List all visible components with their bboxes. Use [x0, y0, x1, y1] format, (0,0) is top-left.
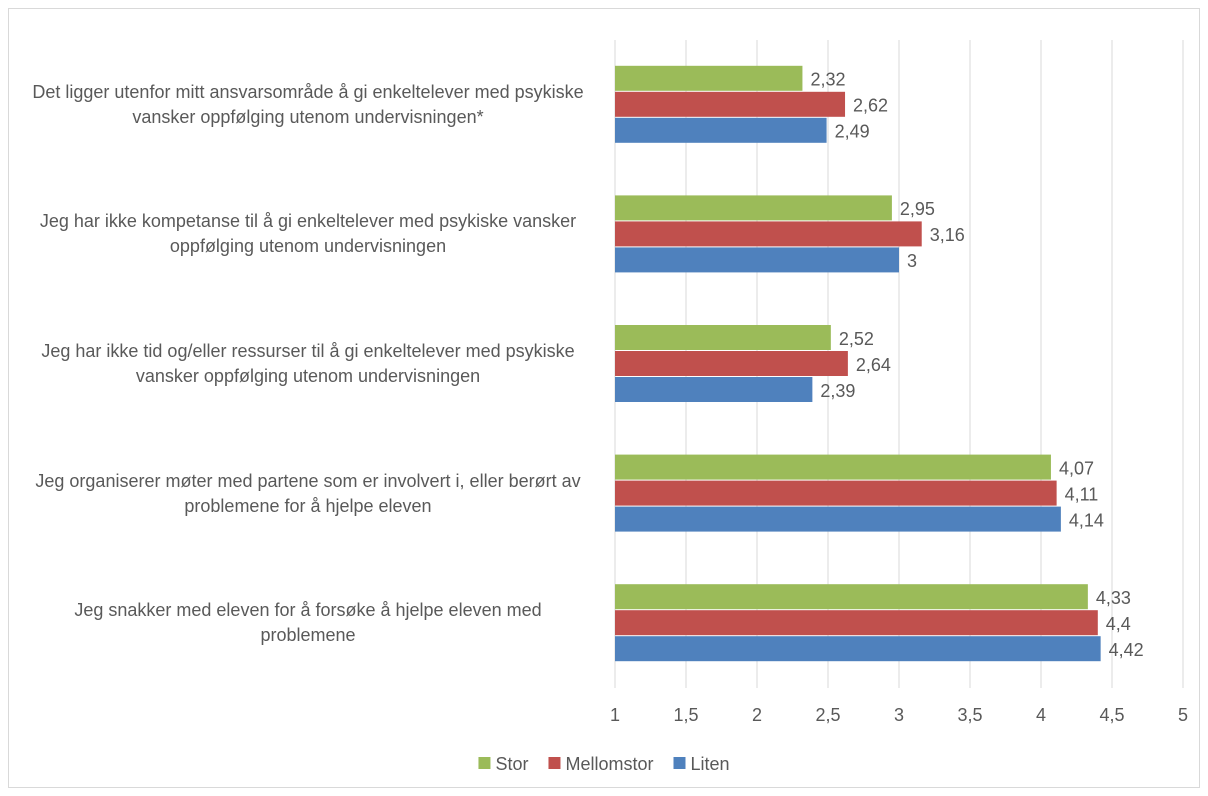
data-label: 4,42	[1109, 640, 1144, 660]
bar	[615, 221, 922, 247]
data-label: 4,14	[1069, 510, 1104, 530]
bar	[615, 351, 848, 376]
category-label: Jeg organiserer møter med partene som er…	[35, 470, 581, 516]
legend-label: Mellomstor	[565, 754, 653, 774]
x-tick-label: 2,5	[815, 705, 840, 725]
bar	[615, 610, 1098, 636]
data-label: 4,4	[1106, 614, 1131, 634]
bar	[615, 325, 831, 350]
data-label: 2,32	[810, 70, 845, 90]
data-label: 2,52	[839, 329, 874, 349]
x-tick-label: 1,5	[673, 705, 698, 725]
category-label: Jeg har ikke kompetanse til å gi enkelte…	[39, 211, 577, 257]
bar	[615, 454, 1051, 480]
data-label: 3	[907, 251, 917, 271]
x-tick-label: 4	[1036, 705, 1046, 725]
x-tick-label: 4,5	[1099, 705, 1124, 725]
bar	[615, 65, 803, 91]
x-tick-label: 5	[1178, 705, 1188, 725]
bar	[615, 247, 899, 273]
legend-swatch	[478, 757, 491, 769]
legend-swatch	[673, 757, 686, 769]
x-tick-label: 3	[894, 705, 904, 725]
bar	[615, 91, 846, 117]
data-label: 4,07	[1059, 458, 1094, 478]
category-label: Jeg snakker med eleven for å forsøke å h…	[74, 600, 542, 646]
category-label: Jeg har ikke tid og/eller ressurser til …	[41, 341, 575, 386]
bar	[615, 636, 1101, 662]
category-label: Det ligger utenfor mitt ansvarsområde å …	[32, 81, 584, 127]
data-label: 2,64	[856, 355, 891, 375]
bar	[615, 195, 892, 221]
legend-swatch	[548, 757, 561, 769]
x-tick-label: 2	[752, 705, 762, 725]
data-label: 4,11	[1065, 484, 1099, 504]
legend-label: Liten	[690, 754, 729, 774]
data-label: 2,39	[820, 381, 855, 401]
x-tick-label: 1	[610, 705, 620, 725]
data-label: 2,62	[853, 96, 888, 116]
bar	[615, 480, 1057, 506]
bar	[615, 584, 1088, 610]
legend-label: Stor	[495, 754, 528, 774]
bar	[615, 506, 1061, 532]
bar	[615, 117, 827, 143]
data-label: 4,33	[1096, 588, 1131, 608]
data-label: 2,49	[835, 122, 870, 142]
bar	[615, 377, 813, 402]
data-label: 2,95	[900, 199, 935, 219]
x-tick-label: 3,5	[957, 705, 982, 725]
data-label: 3,16	[930, 225, 965, 245]
